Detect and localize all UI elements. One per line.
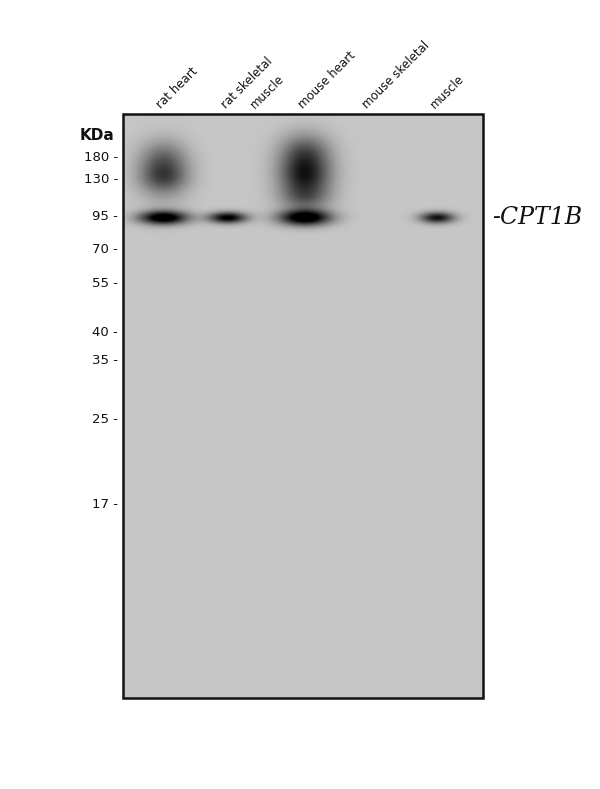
Text: 55 -: 55 - bbox=[92, 277, 118, 290]
Text: 17 -: 17 - bbox=[92, 499, 118, 511]
Text: 130 -: 130 - bbox=[84, 173, 118, 185]
Bar bbox=[123, 114, 483, 698]
Text: rat heart: rat heart bbox=[154, 65, 200, 111]
Text: mouse skeletal: mouse skeletal bbox=[360, 39, 432, 111]
Text: muscle: muscle bbox=[428, 73, 467, 111]
Text: KDa: KDa bbox=[79, 128, 114, 143]
Text: rat skeletal: rat skeletal bbox=[219, 55, 275, 111]
Text: mouse heart: mouse heart bbox=[296, 49, 358, 111]
Text: 70 -: 70 - bbox=[92, 243, 118, 256]
Text: 40 -: 40 - bbox=[92, 327, 118, 339]
Text: -CPT1B: -CPT1B bbox=[492, 206, 582, 230]
Text: muscle: muscle bbox=[248, 73, 287, 111]
Text: 180 -: 180 - bbox=[84, 151, 118, 164]
Text: 25 -: 25 - bbox=[92, 413, 118, 426]
Text: 95 -: 95 - bbox=[92, 210, 118, 222]
Text: 35 -: 35 - bbox=[92, 354, 118, 367]
